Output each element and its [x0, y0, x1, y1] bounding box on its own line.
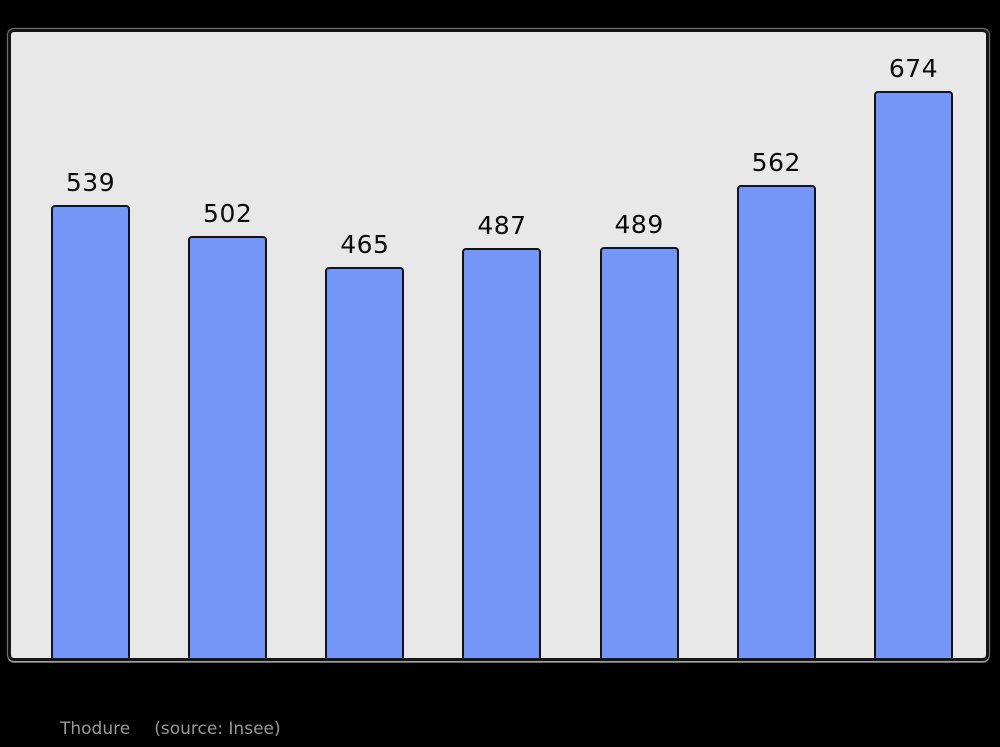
bar-group: 487 — [462, 32, 542, 658]
bar — [599, 246, 679, 658]
plot-area: 539 502 465 487 489 562 674 — [11, 32, 986, 658]
bar-group: 489 — [599, 32, 679, 658]
bar — [51, 204, 130, 658]
bar-group: 502 — [188, 32, 268, 658]
chart-caption: Thodure (source: Insee) — [60, 717, 281, 741]
caption-source: (source: Insee) — [154, 719, 281, 739]
bar-group: 674 — [873, 32, 953, 658]
caption-commune-name: Thodure — [60, 719, 131, 739]
bar-value-label: 465 — [340, 229, 390, 259]
bar-value-label: 489 — [614, 209, 664, 239]
bar-value-label: 502 — [203, 198, 253, 228]
bar-value-label: 562 — [751, 148, 801, 178]
bar-group: 539 — [51, 32, 130, 658]
plot-panel: 539 502 465 487 489 562 674 — [8, 29, 989, 661]
bar-group: 562 — [736, 32, 816, 658]
bar — [873, 90, 953, 658]
bar-value-label: 539 — [65, 167, 116, 197]
bar-value-label: 674 — [888, 53, 939, 83]
bar-group: 465 — [325, 32, 405, 658]
bar — [462, 248, 542, 658]
bar — [188, 235, 268, 658]
bar-value-label: 487 — [477, 211, 527, 241]
bar — [736, 185, 816, 658]
bar — [325, 266, 405, 658]
